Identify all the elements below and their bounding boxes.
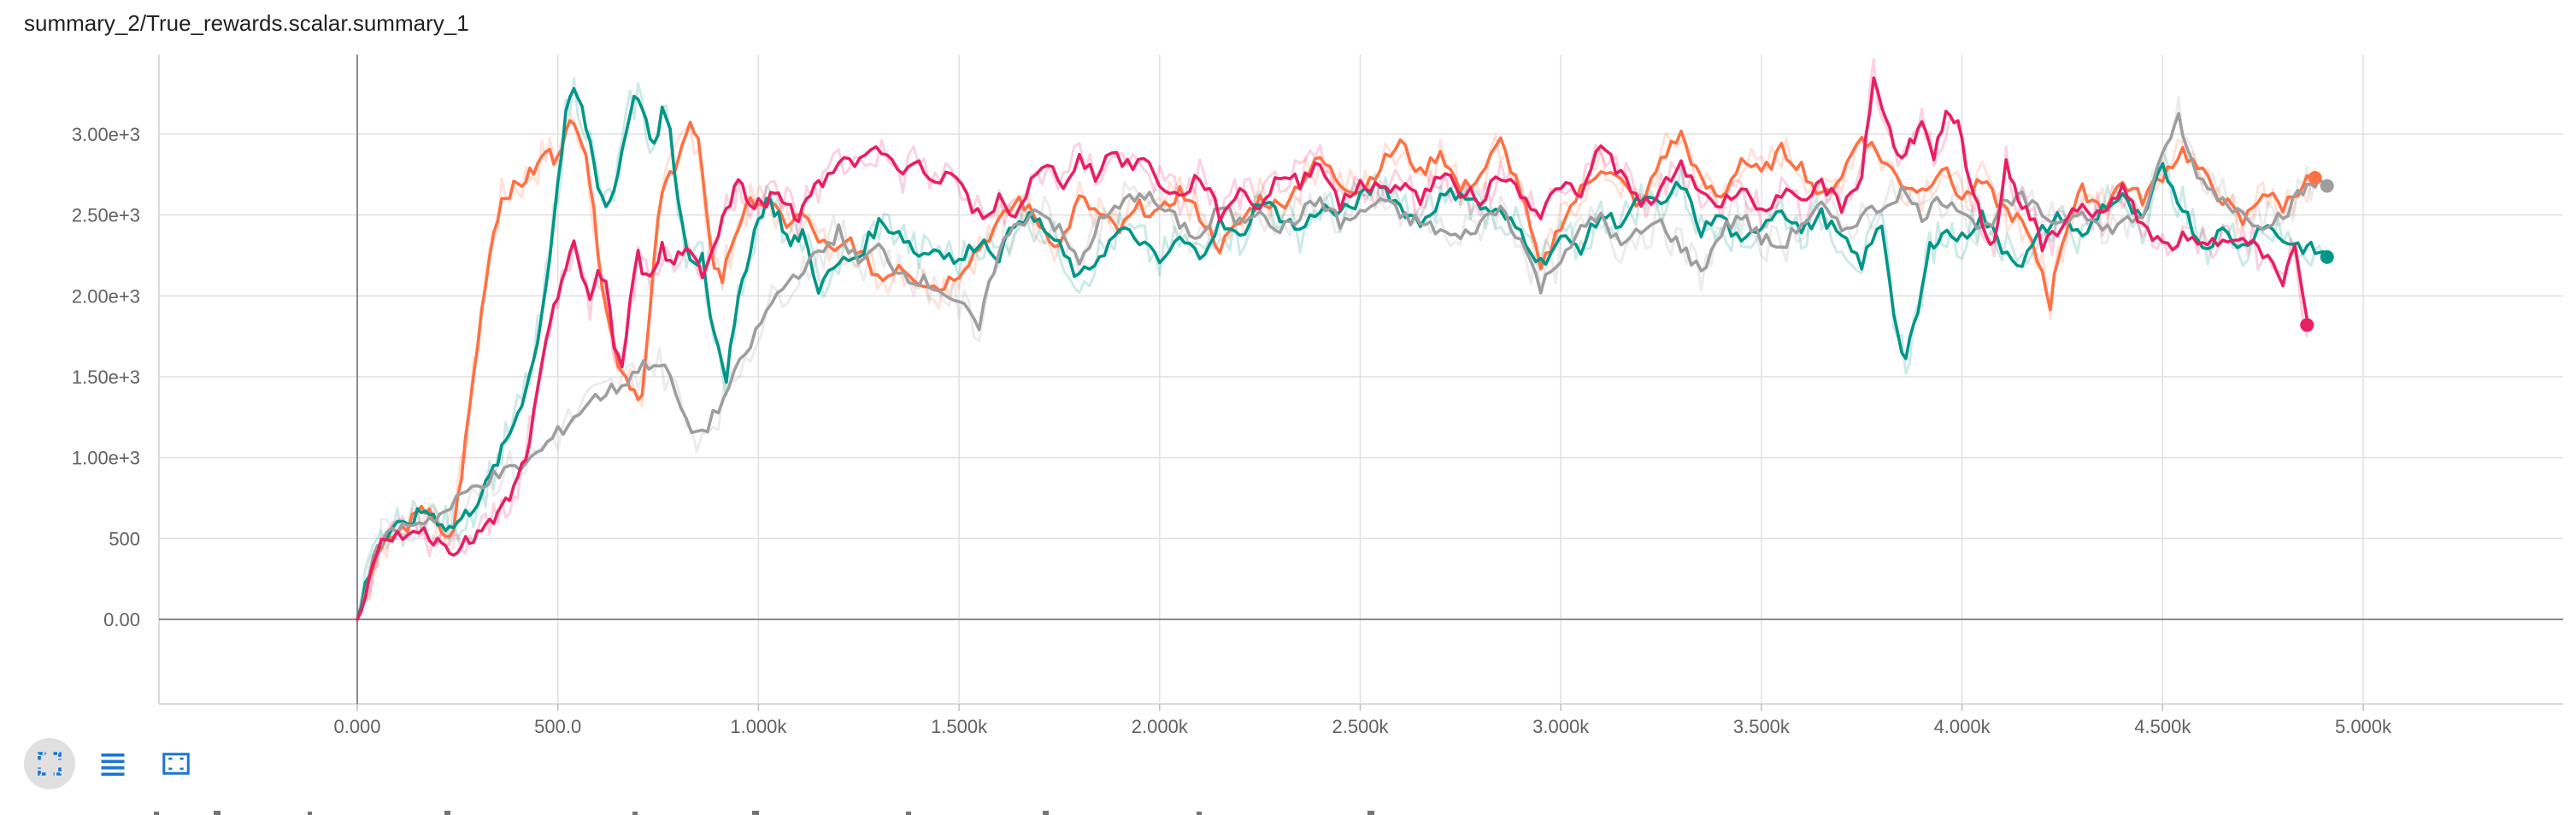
x-tick-label: 3.500k xyxy=(1733,716,1791,737)
end-marker-layer xyxy=(2300,171,2334,332)
x-tick-label: 2.000k xyxy=(1132,716,1189,737)
y-tick-label: 2.00e+3 xyxy=(72,285,140,307)
fullscreen-corners-icon xyxy=(38,752,62,776)
y-tick-label: 2.50e+3 xyxy=(72,205,140,226)
x-tick-label: 1.000k xyxy=(730,716,787,737)
tick-label-layer: 0.00 500 1.00e+3 1.50e+3 2.00e+3 2.50e+3 3.00e… xyxy=(72,124,2392,737)
toggle-log-scale-button[interactable] xyxy=(87,738,138,789)
series-end-marker xyxy=(2320,179,2334,193)
smoothed-series-layer xyxy=(356,76,2329,621)
x-tick-label: 1.500k xyxy=(931,716,988,737)
y-tick-label: 1.00e+3 xyxy=(72,448,140,469)
fit-to-data-button[interactable] xyxy=(150,738,202,789)
series-line xyxy=(356,87,2329,621)
series-end-marker xyxy=(2308,171,2322,185)
grid-layer xyxy=(158,55,2563,711)
series-line xyxy=(356,76,2309,621)
series-end-marker xyxy=(2320,249,2334,264)
fit-domain-button[interactable] xyxy=(24,738,75,789)
cut-off-text-row xyxy=(154,811,1374,815)
x-tick-label: 500.0 xyxy=(534,716,581,737)
y-tick-label: 3.00e+3 xyxy=(72,124,140,145)
series-end-marker xyxy=(2300,318,2314,332)
axis-layer xyxy=(159,55,2563,704)
list-lines-icon xyxy=(101,753,125,777)
series-line xyxy=(356,112,2329,621)
y-tick-label: 500 xyxy=(109,528,140,549)
x-tick-label: 3.000k xyxy=(1532,716,1590,737)
x-tick-label: 2.500k xyxy=(1332,716,1389,737)
x-tick-label: 5.000k xyxy=(2335,716,2392,737)
y-tick-label: 0.00 xyxy=(103,609,140,630)
chart-title: summary_2/True_rewards.scalar.summary_1 xyxy=(24,10,469,36)
raw-series-line xyxy=(356,96,2329,620)
y-tick-label: 1.50e+3 xyxy=(72,366,140,388)
chart-toolbar xyxy=(24,738,202,789)
raw-series-line xyxy=(356,57,2308,620)
x-tick-label: 0.000 xyxy=(333,716,380,737)
x-tick-label: 4.500k xyxy=(2134,716,2191,737)
focus-frame-icon xyxy=(162,753,190,775)
x-tick-label: 4.000k xyxy=(1934,716,1991,737)
